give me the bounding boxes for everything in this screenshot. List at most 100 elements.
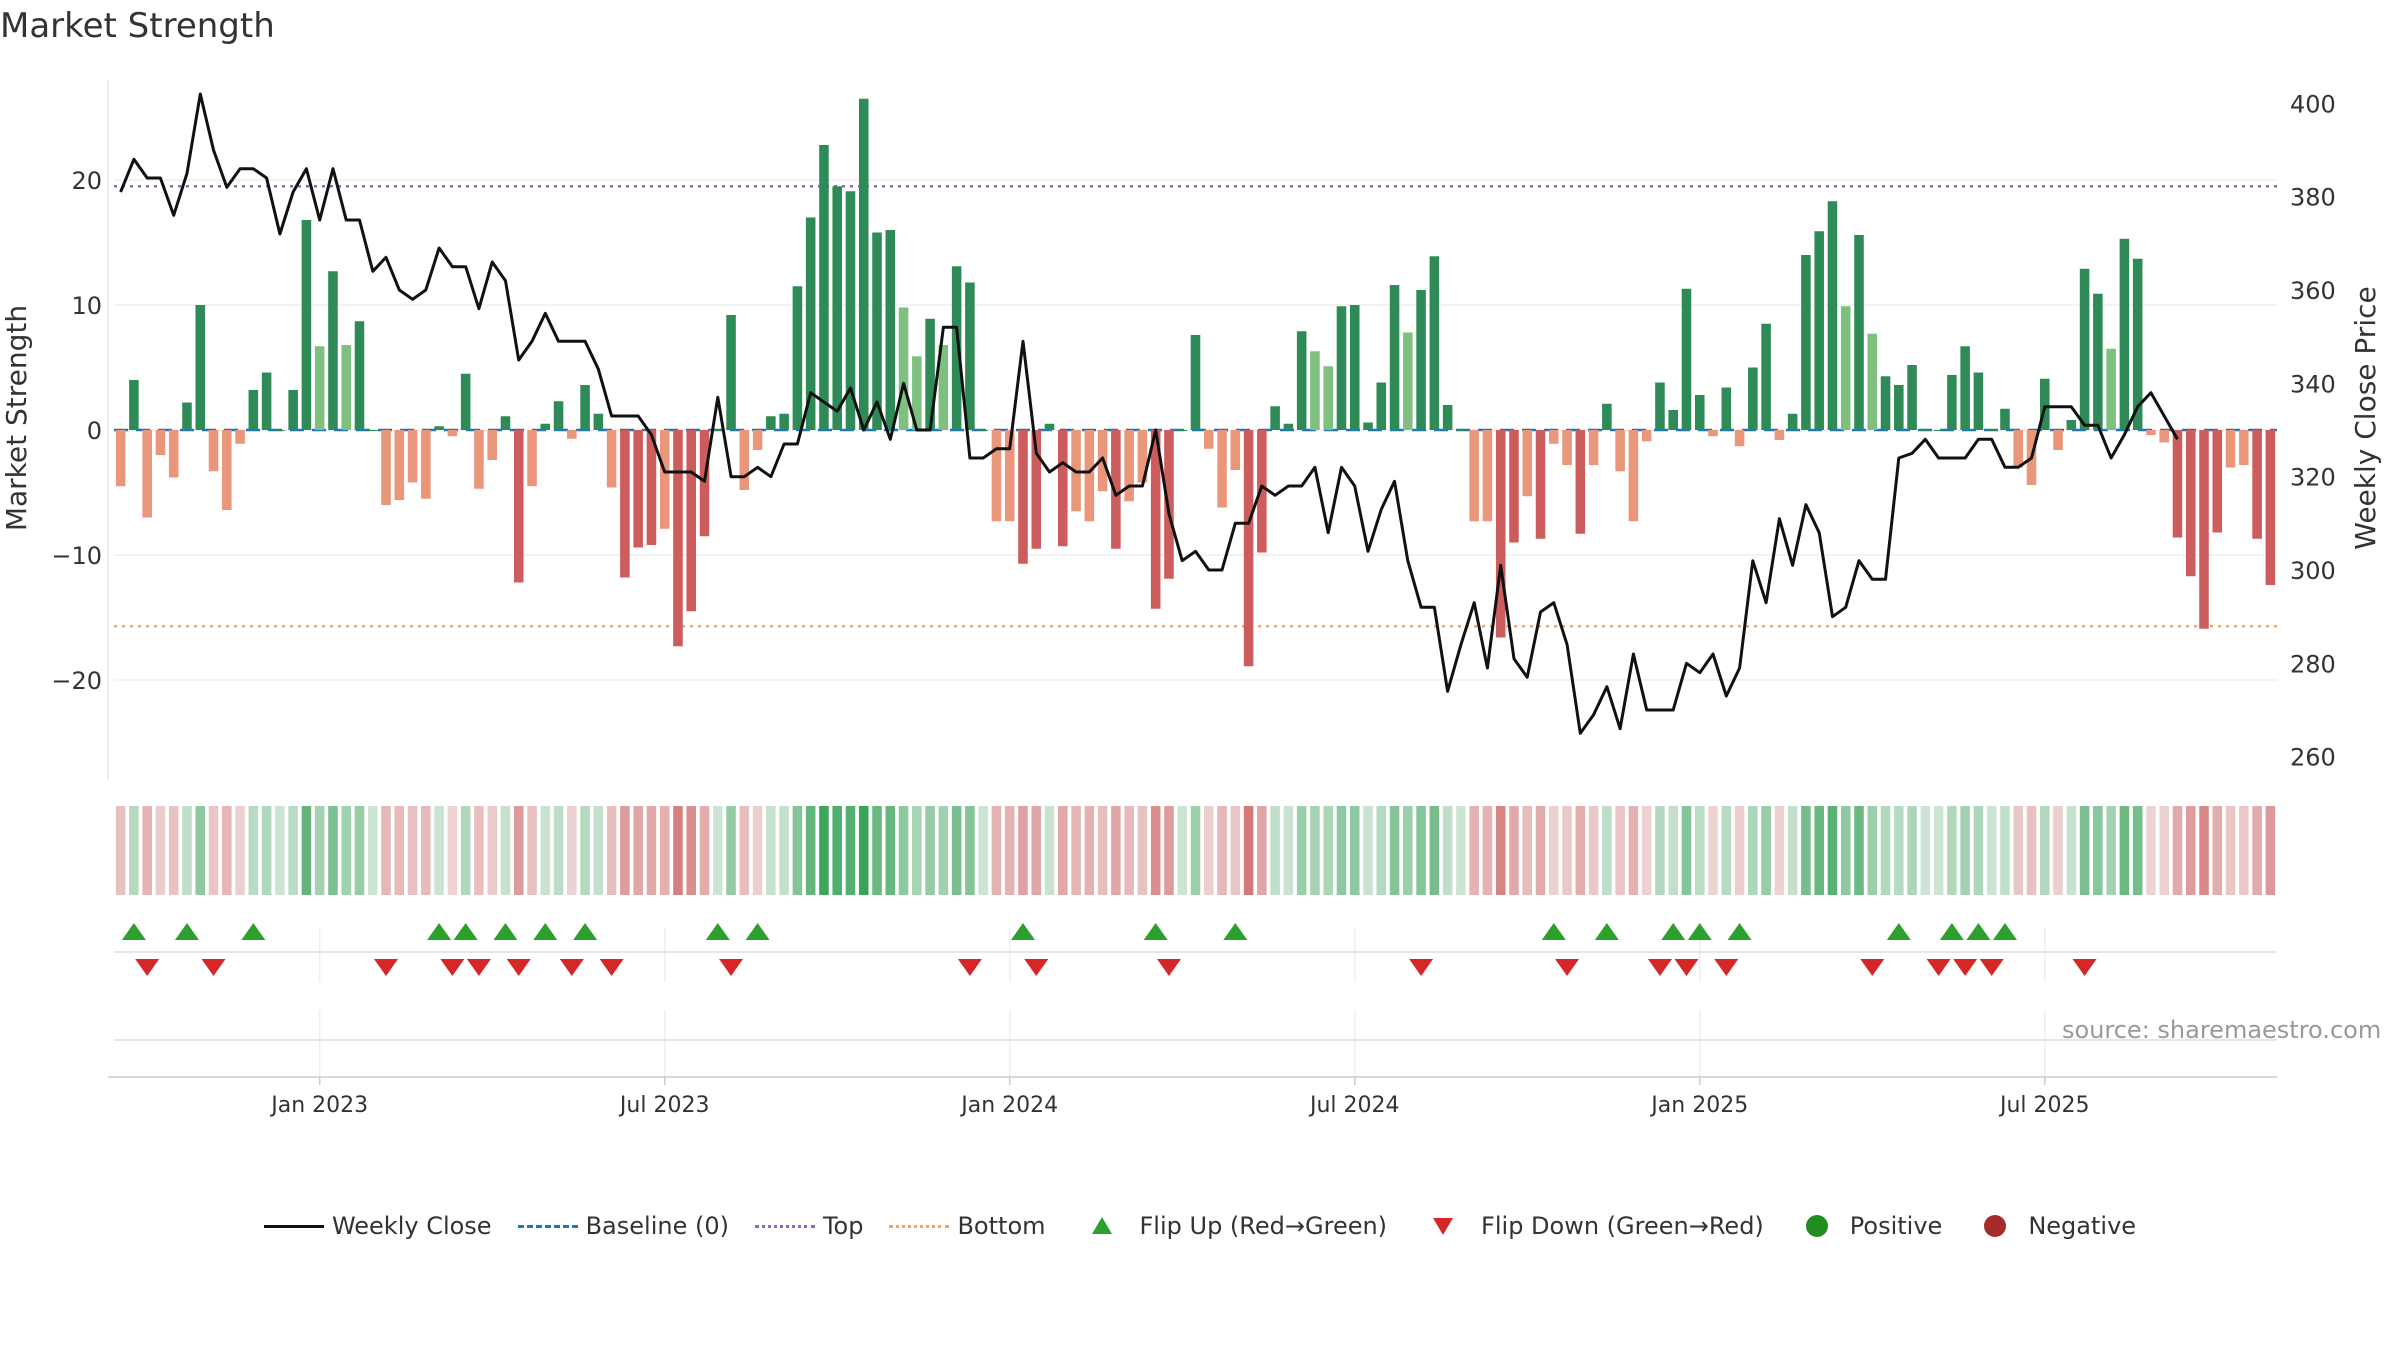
- legend-symbol: [263, 1214, 324, 1238]
- strength-bar: [858, 98, 869, 430]
- heat-cell: [354, 806, 365, 895]
- strength-bar: [1137, 430, 1148, 483]
- strength-bar: [1562, 430, 1572, 465]
- flip-up-marker: [241, 923, 266, 940]
- strength-bar: [1495, 430, 1506, 638]
- strength-bar: [1920, 430, 1931, 431]
- heat-cell: [421, 806, 431, 895]
- strength-bar: [407, 430, 418, 483]
- legend-item: Negative: [1968, 1212, 2136, 1240]
- heat-cell: [1880, 806, 1891, 895]
- heat-cell: [633, 806, 643, 895]
- strength-bar: [1296, 331, 1307, 430]
- strength-bar: [1681, 288, 1692, 430]
- strength-bar: [726, 315, 736, 430]
- flip-down-marker: [1409, 959, 1434, 976]
- heat-cell: [1575, 806, 1586, 895]
- flip-up-marker: [121, 923, 146, 940]
- strength-bar: [1349, 305, 1360, 430]
- strength-bar: [1403, 332, 1413, 430]
- heat-cell: [1522, 806, 1533, 895]
- heat-cell: [1867, 806, 1878, 895]
- strength-bar: [620, 430, 630, 578]
- strength-bar: [991, 430, 1002, 522]
- strength-bar: [2039, 378, 2050, 430]
- flip-up-marker: [174, 923, 199, 940]
- y-tick-label: 10: [71, 292, 102, 320]
- strength-bar: [1602, 403, 1612, 430]
- strength-bar: [925, 318, 935, 430]
- heat-cell: [1787, 806, 1798, 895]
- heat-cell: [434, 806, 444, 895]
- strength-bar: [341, 345, 352, 430]
- heat-cell: [381, 806, 391, 895]
- x-tick-label: Jan 2023: [269, 1093, 368, 1118]
- heat-cell: [235, 806, 245, 895]
- heat-cell: [726, 806, 736, 895]
- flip-down-marker: [1555, 959, 1580, 976]
- y-axis-label: Market Strength: [0, 305, 33, 531]
- axes: −20 −10 0 10 20 260 280 300 320 340 360 380 400: [51, 80, 2336, 780]
- strength-bar: [2066, 420, 2077, 430]
- flip-up-marker: [1886, 923, 1911, 940]
- strength-bar: [1708, 430, 1718, 437]
- heat-cell: [129, 806, 139, 895]
- flip-down-marker: [135, 959, 160, 976]
- flip-up-marker: [533, 923, 558, 940]
- heat-cell: [195, 806, 206, 895]
- strength-bar: [168, 430, 179, 478]
- legend-label: Flip Up (Red→Green): [1139, 1212, 1388, 1240]
- y-tick-label: −10: [51, 542, 102, 570]
- heat-cell: [1814, 806, 1824, 895]
- legend-label: Weekly Close: [331, 1212, 492, 1240]
- heat-cell: [460, 806, 471, 895]
- strength-bar: [1031, 430, 1042, 549]
- strength-bar: [487, 430, 497, 460]
- flip-up-marker: [453, 923, 478, 940]
- flip-up-marker: [745, 923, 770, 940]
- flip-up-marker: [573, 923, 598, 940]
- flip-down-marker: [719, 959, 744, 976]
- strength-bar: [1323, 366, 1333, 430]
- strength-bar: [500, 416, 511, 430]
- strength-bar: [1018, 430, 1028, 564]
- heat-cell: [1296, 806, 1307, 895]
- y2-tick-label: 280: [2290, 650, 2336, 678]
- heat-cell: [1469, 806, 1479, 895]
- flip-down-marker: [1953, 959, 1978, 976]
- heat-cell: [965, 806, 975, 895]
- strength-bar: [1588, 430, 1599, 465]
- heat-cell: [567, 806, 577, 895]
- heat-cell: [713, 806, 723, 895]
- heat-cell: [1058, 806, 1068, 895]
- heat-cell: [951, 806, 962, 895]
- strength-bar: [1840, 306, 1851, 430]
- strength-bar: [527, 430, 537, 487]
- heat-cell: [553, 806, 564, 895]
- strength-bar: [513, 430, 524, 583]
- heat-cell: [2212, 806, 2223, 895]
- strength-bar: [1456, 430, 1466, 431]
- strength-bar: [1655, 382, 1665, 430]
- heat-cell: [1615, 806, 1625, 895]
- weekly-close-line: [119, 92, 2179, 735]
- heat-cell: [2252, 806, 2262, 895]
- heat-cell: [1854, 806, 1864, 895]
- flip-up-marker: [1992, 923, 2017, 940]
- heat-cell: [1721, 806, 1732, 895]
- legend-item: Baseline (0): [517, 1212, 729, 1240]
- heat-cell: [1495, 806, 1506, 895]
- heat-cell: [1588, 806, 1599, 895]
- strength-bar: [593, 413, 604, 430]
- heat-cell: [1509, 806, 1519, 895]
- legend-symbol: [517, 1214, 578, 1238]
- heat-cell: [222, 806, 232, 895]
- heat-cell: [1655, 806, 1665, 895]
- strength-bar: [354, 321, 365, 430]
- heat-cell: [2119, 806, 2130, 895]
- heat-cell: [991, 806, 1002, 895]
- flip-down-marker: [374, 959, 399, 976]
- y2-tick-label: 380: [2290, 184, 2336, 212]
- flip-down-marker: [559, 959, 584, 976]
- legend-item: Positive: [1790, 1212, 1942, 1240]
